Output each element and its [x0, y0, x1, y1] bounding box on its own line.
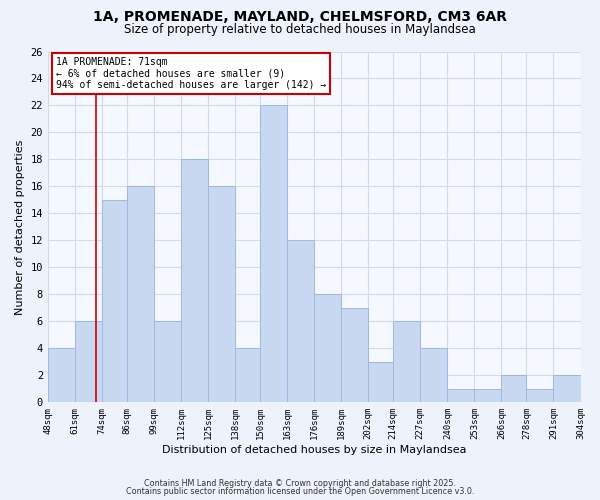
- Bar: [287, 240, 314, 402]
- Bar: [260, 106, 287, 403]
- Text: 1A PROMENADE: 71sqm
← 6% of detached houses are smaller (9)
94% of semi-detached: 1A PROMENADE: 71sqm ← 6% of detached hou…: [56, 57, 326, 90]
- Bar: [553, 376, 581, 402]
- Bar: [448, 389, 475, 402]
- Bar: [502, 376, 526, 402]
- Bar: [526, 389, 553, 402]
- Text: Contains public sector information licensed under the Open Government Licence v3: Contains public sector information licen…: [126, 487, 474, 496]
- Y-axis label: Number of detached properties: Number of detached properties: [15, 139, 25, 314]
- Bar: [368, 362, 393, 403]
- Bar: [181, 160, 208, 402]
- Bar: [341, 308, 368, 402]
- Bar: [127, 186, 154, 402]
- Text: Size of property relative to detached houses in Maylandsea: Size of property relative to detached ho…: [124, 22, 476, 36]
- Bar: [475, 389, 502, 402]
- Text: 1A, PROMENADE, MAYLAND, CHELMSFORD, CM3 6AR: 1A, PROMENADE, MAYLAND, CHELMSFORD, CM3 …: [93, 10, 507, 24]
- Bar: [208, 186, 235, 402]
- Bar: [393, 322, 421, 402]
- Bar: [102, 200, 127, 402]
- Bar: [75, 322, 102, 402]
- Bar: [235, 348, 260, 403]
- Bar: [154, 322, 181, 402]
- Bar: [314, 294, 341, 403]
- Bar: [48, 348, 75, 403]
- X-axis label: Distribution of detached houses by size in Maylandsea: Distribution of detached houses by size …: [162, 445, 466, 455]
- Text: Contains HM Land Registry data © Crown copyright and database right 2025.: Contains HM Land Registry data © Crown c…: [144, 478, 456, 488]
- Bar: [421, 348, 448, 403]
